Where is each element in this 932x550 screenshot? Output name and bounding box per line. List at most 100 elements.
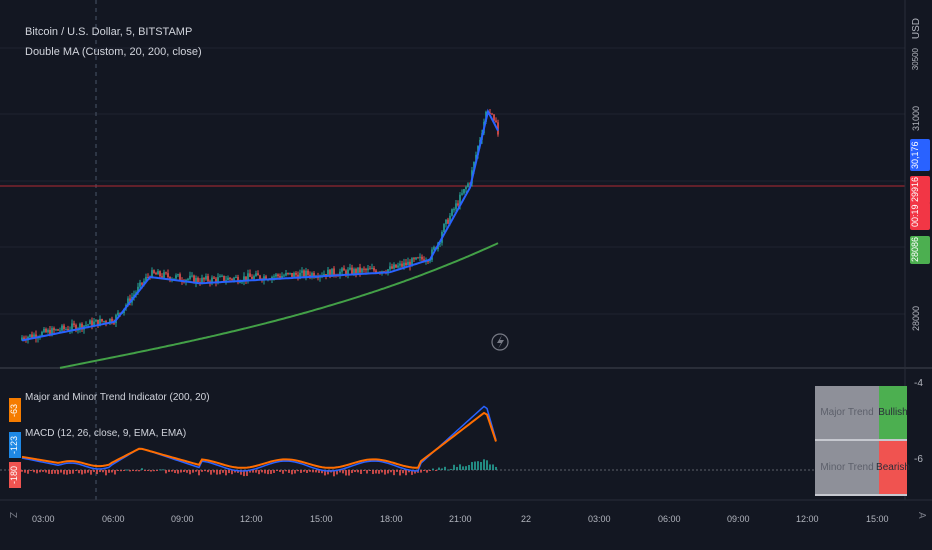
candle-body	[365, 269, 367, 271]
histogram-bar	[333, 470, 335, 477]
candle-body	[403, 262, 405, 267]
histogram-bar	[387, 470, 389, 474]
candle-body	[405, 262, 407, 266]
candle-body	[491, 113, 493, 115]
candle-body	[455, 203, 457, 210]
candle-body	[399, 263, 401, 266]
histogram-bar	[135, 470, 137, 472]
histogram-bar	[435, 470, 437, 471]
candle-body	[163, 272, 165, 278]
histogram-bar	[246, 470, 248, 476]
signal-line	[21, 411, 497, 469]
candle-body	[317, 277, 319, 279]
histogram-bar	[339, 470, 341, 473]
indicator-macd-label[interactable]: MACD (12, 26, close, 9, EMA, EMA)	[25, 428, 187, 439]
candle-body	[429, 259, 431, 262]
candle-body	[417, 257, 419, 259]
histogram-bar	[24, 470, 26, 473]
candle-body	[411, 258, 413, 267]
candle-body	[355, 268, 357, 274]
histogram-bar	[393, 470, 395, 476]
histogram-bar	[138, 470, 140, 472]
auto-scale-icon[interactable]: A	[916, 512, 927, 519]
candle-body	[275, 274, 277, 277]
candle-body	[265, 276, 267, 280]
histogram-bar	[195, 470, 197, 472]
candle-body	[75, 324, 77, 331]
histogram-bar	[267, 470, 269, 475]
candle-body	[61, 325, 63, 331]
histogram-bar	[480, 462, 482, 470]
candle-body	[119, 312, 121, 314]
histogram-bar	[177, 470, 179, 474]
candle-body	[299, 272, 301, 279]
histogram-bar	[150, 470, 152, 472]
time-axis-label: 18:00	[380, 514, 403, 524]
candle-body	[293, 272, 295, 277]
histogram-bar	[420, 470, 422, 473]
grid-lines	[0, 47, 905, 315]
time-axis-label: 21:00	[449, 514, 472, 524]
currency-label[interactable]: USD	[911, 18, 922, 40]
histogram-bar	[27, 470, 29, 474]
candle-body	[473, 161, 475, 171]
lightning-icon[interactable]	[491, 333, 509, 351]
candle-body	[101, 318, 103, 322]
histogram-bar	[63, 470, 65, 475]
timezone-icon[interactable]: Z	[7, 512, 18, 519]
candle-body	[449, 215, 451, 224]
candle-body	[413, 258, 415, 260]
candle-body	[93, 321, 95, 327]
candle-body	[189, 275, 191, 279]
histogram-bar	[144, 470, 146, 472]
candle-body	[207, 276, 209, 282]
candle-body	[63, 325, 65, 330]
histogram-bar	[318, 470, 320, 473]
candle-body	[333, 268, 335, 275]
candle-body	[463, 189, 465, 194]
time-axis-label: 03:00	[32, 514, 55, 524]
histogram-bar	[444, 466, 446, 470]
candle-body	[263, 276, 265, 281]
time-axis-label: 09:00	[171, 514, 194, 524]
candle-body	[203, 277, 205, 280]
histogram-bar	[108, 470, 110, 473]
indicator-trend-label[interactable]: Major and Minor Trend Indicator (200, 20…	[25, 392, 210, 403]
candle-body	[303, 270, 305, 277]
candle-body	[187, 278, 189, 280]
candle-body	[195, 277, 197, 284]
histogram-bar	[48, 470, 50, 474]
histogram-bar	[141, 468, 143, 470]
slow-ma-price-badge: 28086	[910, 236, 930, 264]
candle-body	[447, 219, 449, 224]
histogram-bar	[378, 470, 380, 474]
histogram-bar	[486, 460, 488, 470]
histogram-bar	[90, 470, 92, 475]
histogram-bar	[81, 470, 83, 475]
histogram-bar	[312, 470, 314, 473]
histogram-bar	[39, 470, 41, 473]
bar-countdown-badge: 00:19	[910, 202, 930, 230]
histogram-bar	[240, 470, 242, 475]
candle-body	[31, 334, 33, 338]
candle-body	[235, 276, 237, 278]
histogram-bar	[117, 470, 119, 471]
candle-body	[291, 272, 293, 277]
candle-body	[387, 269, 389, 273]
candle-body	[81, 323, 83, 330]
histogram-bar	[366, 470, 368, 474]
histogram-bar	[165, 470, 167, 474]
histogram-bar	[72, 470, 74, 474]
time-axis-label: 22	[521, 514, 532, 524]
candle-body	[23, 337, 25, 340]
symbol-title[interactable]: Bitcoin / U.S. Dollar, 5, BITSTAMP	[25, 26, 193, 38]
time-axis-label: 12:00	[240, 514, 263, 524]
histogram-bar	[147, 470, 149, 471]
histogram-bar	[60, 470, 62, 473]
candle-body	[397, 265, 399, 268]
indicator-double-ma[interactable]: Double MA (Custom, 20, 200, close)	[25, 46, 202, 58]
histogram-bar	[351, 470, 353, 474]
candle-body	[197, 277, 199, 282]
time-axis-label: 09:00	[727, 514, 750, 524]
